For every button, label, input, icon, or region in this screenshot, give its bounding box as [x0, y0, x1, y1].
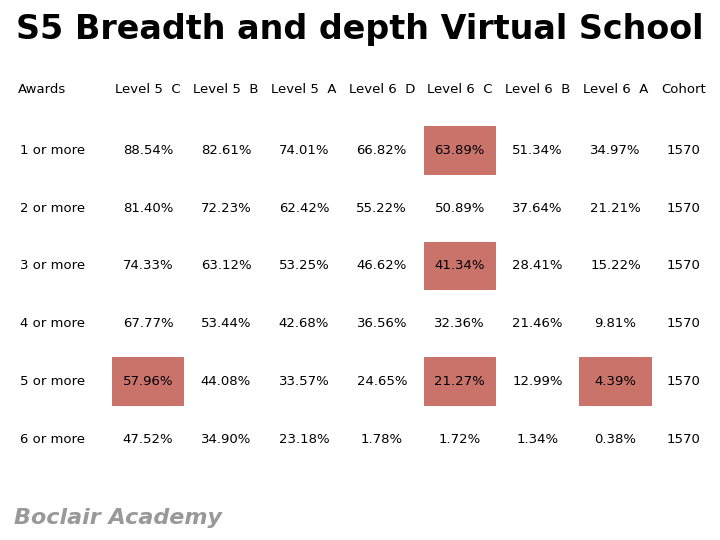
- Text: 15.22%: 15.22%: [590, 259, 641, 273]
- Text: 62.42%: 62.42%: [279, 201, 329, 215]
- Text: Level 5  A: Level 5 A: [271, 83, 337, 96]
- Text: 63.89%: 63.89%: [435, 144, 485, 157]
- Text: 36.56%: 36.56%: [356, 317, 407, 330]
- Text: 21.46%: 21.46%: [513, 317, 563, 330]
- Text: 72.23%: 72.23%: [201, 201, 251, 215]
- Text: 63.12%: 63.12%: [201, 259, 251, 273]
- Text: 46.62%: 46.62%: [356, 259, 407, 273]
- Text: 21.27%: 21.27%: [434, 375, 485, 388]
- Text: 4.39%: 4.39%: [595, 375, 636, 388]
- Text: 1570: 1570: [667, 144, 701, 157]
- Text: 28.41%: 28.41%: [513, 259, 563, 273]
- Text: 9.81%: 9.81%: [595, 317, 636, 330]
- Text: 37.64%: 37.64%: [513, 201, 563, 215]
- Text: Awards: Awards: [18, 83, 66, 96]
- Text: 1570: 1570: [667, 201, 701, 215]
- Text: 1.72%: 1.72%: [438, 433, 481, 446]
- Text: 23.18%: 23.18%: [279, 433, 329, 446]
- FancyBboxPatch shape: [423, 357, 496, 406]
- Text: Cohort: Cohort: [661, 83, 706, 96]
- Text: 5 or more: 5 or more: [20, 375, 85, 388]
- Text: 3 or more: 3 or more: [20, 259, 85, 273]
- Text: Level 5  C: Level 5 C: [115, 83, 181, 96]
- Text: 33.57%: 33.57%: [279, 375, 329, 388]
- Text: 50.89%: 50.89%: [435, 201, 485, 215]
- Text: Level 5  B: Level 5 B: [193, 83, 258, 96]
- Text: Level 6  B: Level 6 B: [505, 83, 570, 96]
- Text: 24.65%: 24.65%: [356, 375, 407, 388]
- Text: 1.34%: 1.34%: [516, 433, 559, 446]
- Text: 21.21%: 21.21%: [590, 201, 641, 215]
- Text: 67.77%: 67.77%: [122, 317, 174, 330]
- Text: 32.36%: 32.36%: [434, 317, 485, 330]
- Text: Level 6  A: Level 6 A: [583, 83, 648, 96]
- Text: 42.68%: 42.68%: [279, 317, 329, 330]
- Text: Level 6  C: Level 6 C: [427, 83, 492, 96]
- Text: 53.25%: 53.25%: [279, 259, 329, 273]
- Text: 0.38%: 0.38%: [595, 433, 636, 446]
- Text: Level 6  D: Level 6 D: [348, 83, 415, 96]
- FancyBboxPatch shape: [423, 126, 496, 174]
- Text: 81.40%: 81.40%: [123, 201, 174, 215]
- FancyBboxPatch shape: [580, 357, 652, 406]
- Text: 34.90%: 34.90%: [201, 433, 251, 446]
- Text: 88.54%: 88.54%: [123, 144, 174, 157]
- Text: 34.97%: 34.97%: [590, 144, 641, 157]
- Text: 66.82%: 66.82%: [356, 144, 407, 157]
- Text: 47.52%: 47.52%: [122, 433, 174, 446]
- Text: 12.99%: 12.99%: [513, 375, 563, 388]
- Text: 1570: 1570: [667, 375, 701, 388]
- Text: 1 or more: 1 or more: [20, 144, 85, 157]
- Text: 51.34%: 51.34%: [513, 144, 563, 157]
- Text: 1570: 1570: [667, 433, 701, 446]
- Text: 53.44%: 53.44%: [201, 317, 251, 330]
- Text: 1570: 1570: [667, 317, 701, 330]
- Text: 2 or more: 2 or more: [20, 201, 85, 215]
- Text: 6 or more: 6 or more: [20, 433, 85, 446]
- Text: 82.61%: 82.61%: [201, 144, 251, 157]
- Text: 4 or more: 4 or more: [20, 317, 85, 330]
- Text: 57.96%: 57.96%: [123, 375, 174, 388]
- Text: 1570: 1570: [667, 259, 701, 273]
- Text: 1.78%: 1.78%: [361, 433, 403, 446]
- Text: 41.34%: 41.34%: [434, 259, 485, 273]
- FancyBboxPatch shape: [112, 357, 184, 406]
- Text: Boclair Academy: Boclair Academy: [14, 508, 222, 529]
- Text: 74.01%: 74.01%: [279, 144, 329, 157]
- Text: 44.08%: 44.08%: [201, 375, 251, 388]
- Text: S5 Breadth and depth Virtual School: S5 Breadth and depth Virtual School: [17, 13, 703, 46]
- Text: 74.33%: 74.33%: [122, 259, 174, 273]
- Text: 55.22%: 55.22%: [356, 201, 408, 215]
- FancyBboxPatch shape: [423, 242, 496, 290]
